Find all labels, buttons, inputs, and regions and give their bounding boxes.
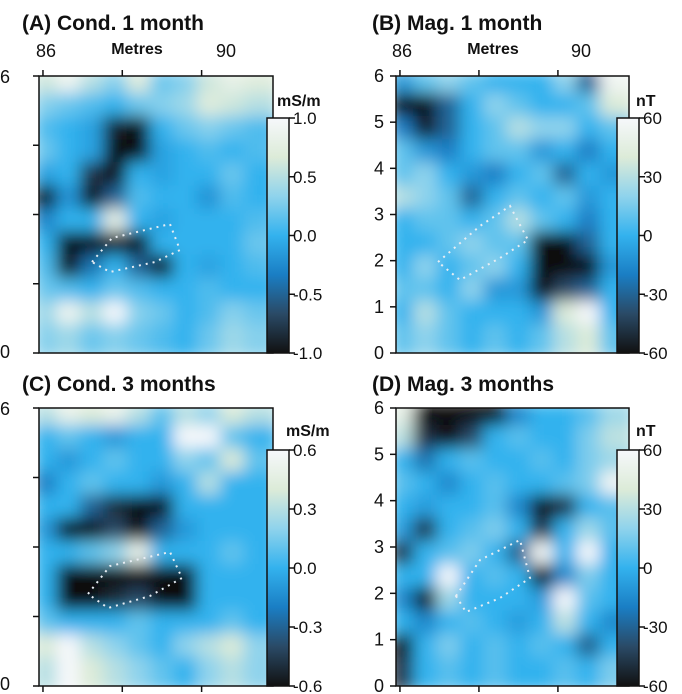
y-tick-label: 5 (374, 444, 384, 464)
colorbar-tick-label: 30 (643, 500, 662, 519)
y-tick-label: 6 (374, 398, 384, 418)
colorbar-tick-label: 0 (643, 559, 652, 578)
colorbar-tick-label: -0.3 (293, 618, 322, 637)
axis-ticks (390, 407, 559, 692)
y-tick-label: 3 (374, 205, 384, 225)
y-tick-label: 0 (374, 343, 384, 363)
panel-title: (C) Cond. 3 months (22, 373, 216, 396)
outline-marker (86, 550, 184, 610)
y-tick-label: 1 (374, 630, 384, 650)
colorbar-tick-label: 1.0 (293, 109, 317, 128)
colorbar-tick-label: -60 (643, 677, 668, 694)
axis-ticks (33, 407, 203, 692)
y-tick-label: 6 (374, 66, 384, 86)
y-tick-label: 0 (374, 676, 384, 694)
x-axis-label: Metres (111, 41, 163, 58)
colorbar-tick-label: 0.0 (293, 559, 317, 578)
y-tick-label: 6 (0, 399, 10, 419)
y-tick-label: 5 (374, 112, 384, 132)
y-tick-labels: 0 1 2 3 4 5 6 (374, 398, 384, 694)
y-tick-label: 2 (374, 251, 384, 271)
colorbar-tick-label: 0.0 (293, 227, 317, 246)
colorbar-tick-label: 0 (643, 227, 652, 246)
heatmap-image (39, 408, 273, 686)
x-tick-label: 86 (392, 41, 412, 61)
x-tick-label: 90 (571, 41, 591, 61)
panel-c: (C) Cond. 3 months 6 0 mS/m 0.6 0.3 0.0 -0.… (0, 373, 330, 694)
colorbar-tick-label: -60 (643, 344, 668, 363)
x-tick-label: 90 (216, 41, 236, 61)
x-axis-label: Metres (467, 41, 519, 58)
colorbar-tick-label: 30 (643, 168, 662, 187)
y-tick-label: 6 (0, 67, 10, 87)
colorbar-tick-label: -0.5 (293, 285, 322, 304)
colorbar (616, 449, 640, 687)
colorbar-tick-label: -1.0 (293, 344, 322, 363)
axis-ticks (390, 70, 559, 354)
colorbar-unit: mS/m (277, 93, 321, 110)
colorbar-tick-label: 0.6 (293, 441, 317, 460)
colorbar-tick-label: 0.3 (293, 500, 317, 519)
y-tick-label: 4 (374, 158, 384, 178)
colorbar-unit: mS/m (286, 423, 330, 440)
colorbar-tick-label: 60 (643, 109, 662, 128)
heatmap-image (39, 76, 273, 353)
colorbar-tick-label: -0.6 (293, 677, 322, 694)
y-tick-label: 3 (374, 537, 384, 557)
colorbar-ticks: 0.6 0.3 0.0 -0.3 -0.6 (289, 441, 322, 694)
colorbar-ticks: 1.0 0.5 0.0 -0.5 -1.0 (289, 109, 322, 363)
y-tick-label: 2 (374, 583, 384, 603)
colorbar-tick-label: 60 (643, 441, 662, 460)
panel-d: (D) Mag. 3 months 0 1 2 3 4 5 6 nT 60 30 0 -30 -60 (372, 373, 668, 694)
colorbar-ticks: 60 30 0 -30 -60 (639, 109, 668, 363)
colorbar-unit: nT (636, 93, 656, 110)
outline-marker (454, 538, 532, 614)
colorbar (266, 449, 290, 687)
panel-b: (B) Mag. 1 month 86 Metres 90 0 1 2 3 4 5 6 nT… (372, 12, 668, 363)
panel-a: (A) Cond. 1 month 86 Metres 90 6 0 mS/m … (0, 12, 322, 363)
colorbar-tick-label: -30 (643, 618, 668, 637)
colorbar-unit: nT (636, 423, 656, 440)
panel-title: (B) Mag. 1 month (372, 12, 542, 35)
x-tick-label: 86 (36, 41, 56, 61)
y-tick-label: 0 (0, 674, 10, 694)
panel-title: (A) Cond. 1 month (22, 12, 204, 35)
y-tick-label: 0 (0, 342, 10, 362)
panel-title: (D) Mag. 3 months (372, 373, 554, 396)
colorbar-tick-label: -30 (643, 285, 668, 304)
y-tick-label: 1 (374, 297, 384, 317)
colorbar-tick-label: 0.5 (293, 168, 317, 187)
colorbar-ticks: 60 30 0 -30 -60 (639, 441, 668, 694)
heatmap-image (396, 76, 629, 353)
heatmap-image (396, 408, 629, 686)
axis-ticks (33, 70, 203, 354)
colorbar (266, 117, 290, 354)
y-tick-labels: 0 1 2 3 4 5 6 (374, 66, 384, 363)
y-tick-label: 4 (374, 491, 384, 511)
colorbar (616, 117, 640, 354)
